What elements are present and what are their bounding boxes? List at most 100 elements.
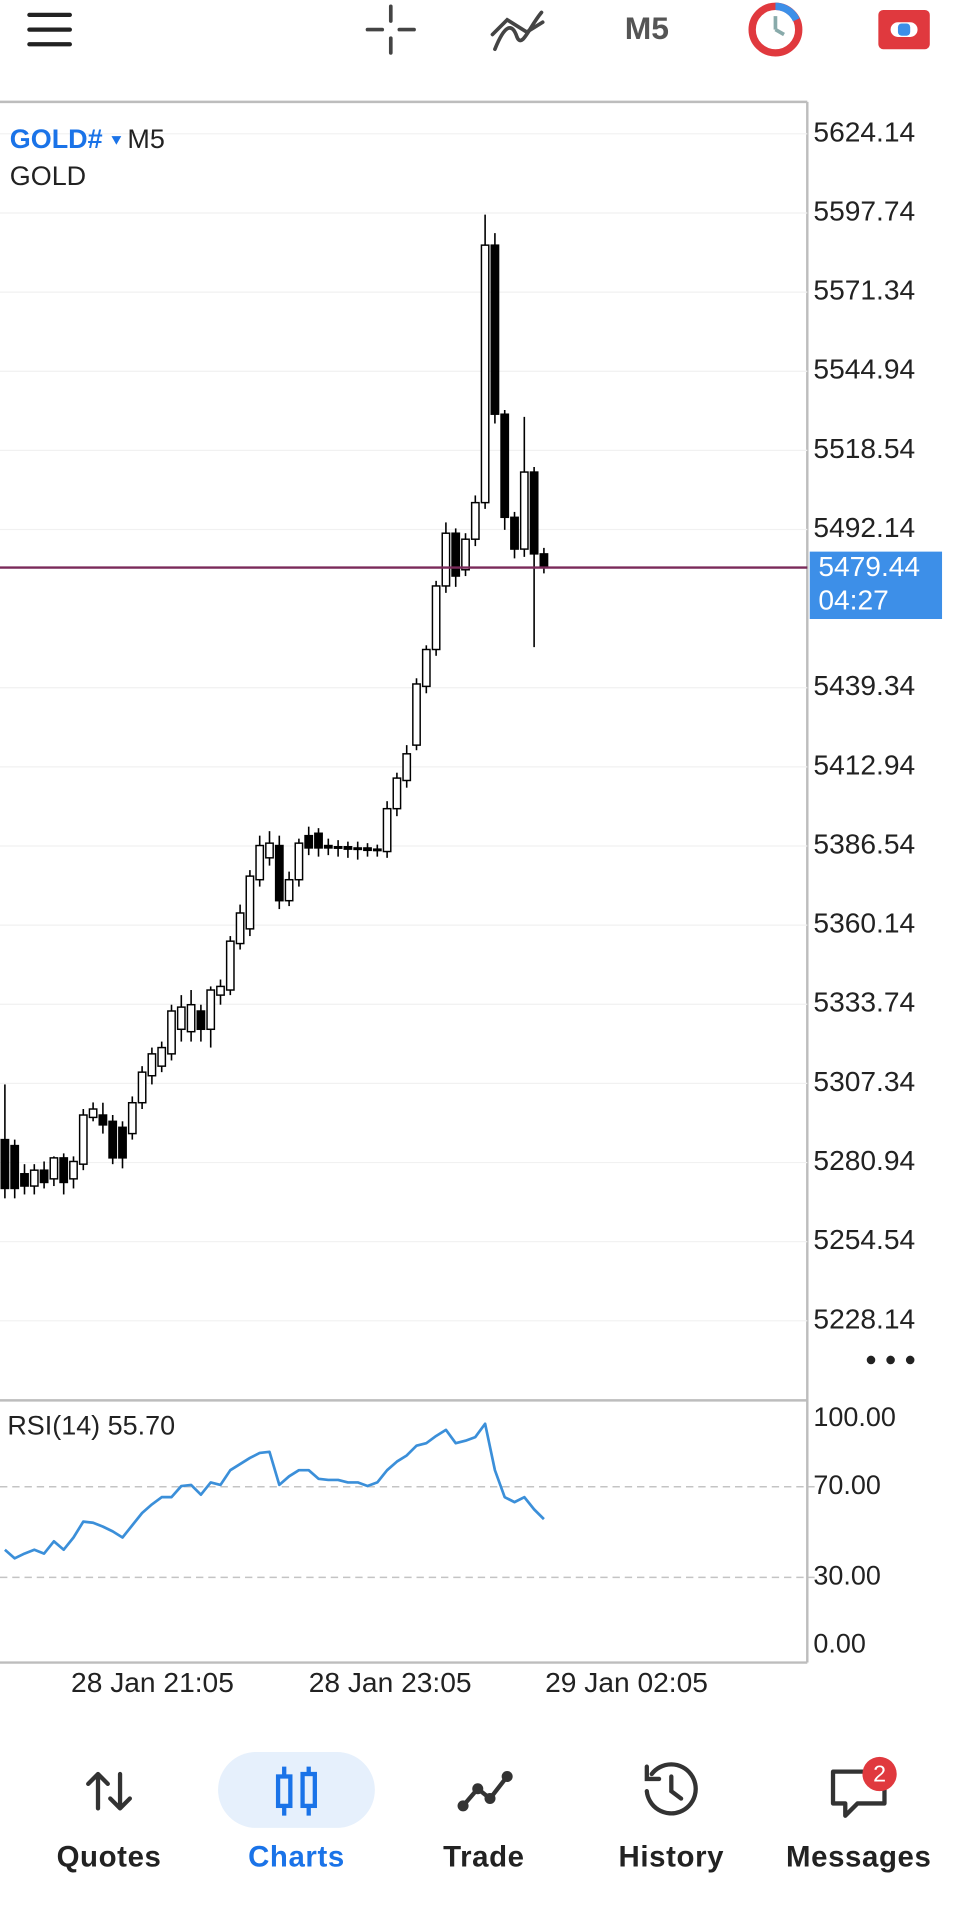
candle-body [402, 753, 412, 782]
candle-body [176, 1006, 186, 1031]
candle-body [0, 1138, 10, 1190]
rsi-tick-label: 30.00 [813, 1560, 880, 1590]
candle-body [20, 1173, 29, 1187]
candle-body [216, 985, 225, 996]
countdown-label: 04:27 [818, 583, 888, 615]
x-tick-label: 28 Jan 23:05 [309, 1666, 472, 1698]
indicators-button[interactable] [490, 10, 545, 52]
crosshair-button[interactable] [365, 4, 416, 55]
candle-body [255, 844, 265, 881]
y-tick-label: 5597.74 [813, 194, 915, 226]
candle-body [510, 516, 519, 550]
x-tick-label: 28 Jan 21:05 [71, 1666, 234, 1698]
nav-labels: Quotes Charts Trade History Messages [57, 1840, 931, 1873]
candle-body [235, 912, 245, 945]
chart-timeframe: M5 [127, 124, 164, 154]
candle-body [88, 1108, 98, 1119]
candle-body [333, 846, 343, 849]
candle-body [157, 1046, 167, 1067]
y-tick-label: 5571.34 [813, 274, 915, 306]
candle-body [49, 1157, 59, 1180]
candle-body [490, 244, 500, 415]
candle-body [59, 1157, 69, 1184]
nav-tab-label[interactable]: History [619, 1840, 725, 1873]
candle-body [39, 1169, 49, 1184]
candle-body [461, 538, 470, 571]
x-tick-label: 29 Jan 02:05 [545, 1666, 708, 1698]
candle-body [412, 683, 421, 746]
main-grid [0, 133, 808, 1322]
candle-body [343, 846, 353, 850]
bottom-nav: 2 Quotes Charts Trade History Messages [57, 1751, 931, 1873]
chart-frame [0, 100, 809, 1664]
y-tick-label: 5333.74 [813, 986, 915, 1018]
y-tick-label: 5624.14 [813, 115, 915, 147]
current-price-box [809, 551, 943, 620]
y-tick-label: 5228.14 [813, 1302, 915, 1334]
candle-body [127, 1101, 137, 1135]
y-tick-label: 5307.34 [813, 1065, 915, 1097]
toolbar: M5 [27, 2, 930, 57]
rsi-label: RSI(14) 55.70 [7, 1410, 175, 1440]
current-price-label: 5479.44 [818, 550, 920, 582]
candle-body [147, 1053, 157, 1077]
rsi-tick-label: 70.00 [813, 1470, 880, 1500]
rsi-tick-label: 100.00 [813, 1402, 895, 1432]
candle-body [304, 834, 314, 849]
candle-body [10, 1144, 20, 1190]
timeframe-button[interactable]: M5 [625, 10, 669, 46]
candle-body [225, 940, 235, 991]
candle-body [353, 847, 363, 851]
candle-body [392, 777, 402, 810]
candle-body [274, 844, 284, 902]
nav-tab-label[interactable]: Trade [443, 1840, 524, 1873]
candle-body [284, 878, 294, 902]
candle-body [196, 1010, 206, 1031]
rsi-tick-label: 0.00 [813, 1628, 865, 1658]
message-badge [862, 1756, 897, 1792]
candle-body [314, 832, 323, 849]
menu-button[interactable] [27, 12, 72, 47]
y-tick-label: 5492.14 [813, 511, 915, 543]
trade-icon [457, 1770, 513, 1812]
rsi-line [4, 1422, 545, 1560]
candle-body [294, 842, 304, 881]
one-click-button[interactable] [878, 9, 930, 50]
candle-body [539, 553, 549, 569]
y-tick-label: 5439.34 [813, 669, 915, 701]
nav-tab-label[interactable]: Messages [786, 1840, 931, 1873]
candle-body [421, 648, 431, 688]
symbol-dropdown-icon[interactable] [111, 136, 122, 145]
candle-body [167, 1010, 176, 1055]
y-tick-label: 5360.14 [813, 907, 915, 939]
candle-body [69, 1160, 78, 1180]
candle-body [245, 875, 255, 930]
candle-body [372, 848, 382, 852]
candle-body [323, 844, 333, 849]
time-axis: 28 Jan 21:05 28 Jan 23:05 29 Jan 02:05 [71, 1666, 708, 1698]
nav-tab-label[interactable]: Quotes [57, 1840, 162, 1873]
y-tick-label: 5412.94 [813, 748, 915, 780]
candle-body [441, 532, 451, 587]
rsi-value: 55.70 [108, 1410, 175, 1440]
candle-body [98, 1114, 108, 1126]
candle-body [137, 1071, 147, 1104]
candle-body [206, 989, 216, 1031]
rsi-name: RSI(14) [7, 1410, 100, 1440]
symbol-name[interactable]: GOLD# [10, 124, 103, 154]
y-tick-label: 5386.54 [813, 827, 915, 859]
more-button[interactable] [866, 1355, 915, 1365]
y-tick-label: 5544.94 [813, 353, 915, 385]
quotes-icon [86, 1771, 132, 1811]
trade-clock-button[interactable] [748, 2, 803, 57]
nav-tab-label[interactable]: Charts [248, 1840, 345, 1873]
candle-body [363, 847, 372, 852]
candle-body [470, 501, 480, 540]
candle-body [431, 585, 441, 651]
candle-body [108, 1120, 118, 1159]
candles [0, 214, 808, 1199]
history-icon [644, 1762, 698, 1816]
candle-body [29, 1169, 39, 1187]
symbol-description: GOLD [10, 161, 86, 191]
